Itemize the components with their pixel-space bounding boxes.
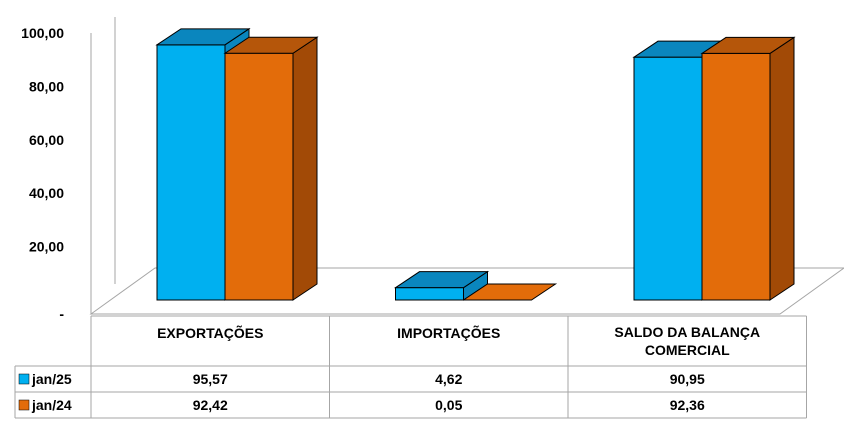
- legend-label: jan/24: [31, 397, 72, 413]
- bar-top: [155, 28, 251, 46]
- data-label: 92,42: [193, 397, 228, 413]
- bar-side: [292, 36, 318, 301]
- bar-jan-24-1: [461, 283, 558, 301]
- legend-key: [18, 373, 30, 385]
- bar-front: [395, 287, 464, 301]
- data-label: 90,95: [670, 371, 705, 387]
- floor: [89, 267, 844, 315]
- legend-key: [18, 399, 30, 411]
- chart-frame: [89, 17, 844, 315]
- data-table: EXPORTAÇÕES IMPORTAÇÕES SALDO DA BALANÇA CO…: [14, 315, 807, 419]
- bar-jan-24-2: [700, 36, 796, 301]
- y-tick-label: 60,00: [29, 132, 64, 148]
- y-tick-label: 100,00: [21, 25, 64, 41]
- y-tick-label: 40,00: [29, 185, 64, 201]
- bar-front: [224, 52, 294, 301]
- legend-label: jan/25: [31, 371, 72, 387]
- bars: [155, 27, 796, 301]
- bar-top: [393, 271, 490, 289]
- bar-side: [769, 36, 795, 301]
- bar-top: [223, 36, 319, 54]
- data-label: 0,05: [435, 397, 462, 413]
- bar-front: [156, 44, 226, 301]
- y-tick-label: 20,00: [29, 239, 64, 255]
- data-label: 4,62: [435, 371, 462, 387]
- y-axis: - 20,00 40,00 60,00 80,00 100,00: [21, 25, 64, 322]
- bar-front: [633, 56, 703, 301]
- y-tick-label: 80,00: [29, 78, 64, 94]
- bar-front: [701, 52, 771, 301]
- category-label: SALDO DA BALANÇA: [614, 324, 760, 340]
- data-label: 95,57: [193, 371, 228, 387]
- category-label: IMPORTAÇÕES: [397, 324, 500, 341]
- bar-jan-25-1: [393, 270, 490, 301]
- bar-top: [700, 36, 796, 54]
- data-label: 92,36: [670, 397, 705, 413]
- bar-flat: [461, 283, 558, 301]
- bar-jan-24-0: [223, 36, 319, 301]
- y-tick-label: -: [59, 306, 64, 322]
- category-label: COMERCIAL: [645, 342, 730, 358]
- category-label: EXPORTAÇÕES: [157, 324, 263, 341]
